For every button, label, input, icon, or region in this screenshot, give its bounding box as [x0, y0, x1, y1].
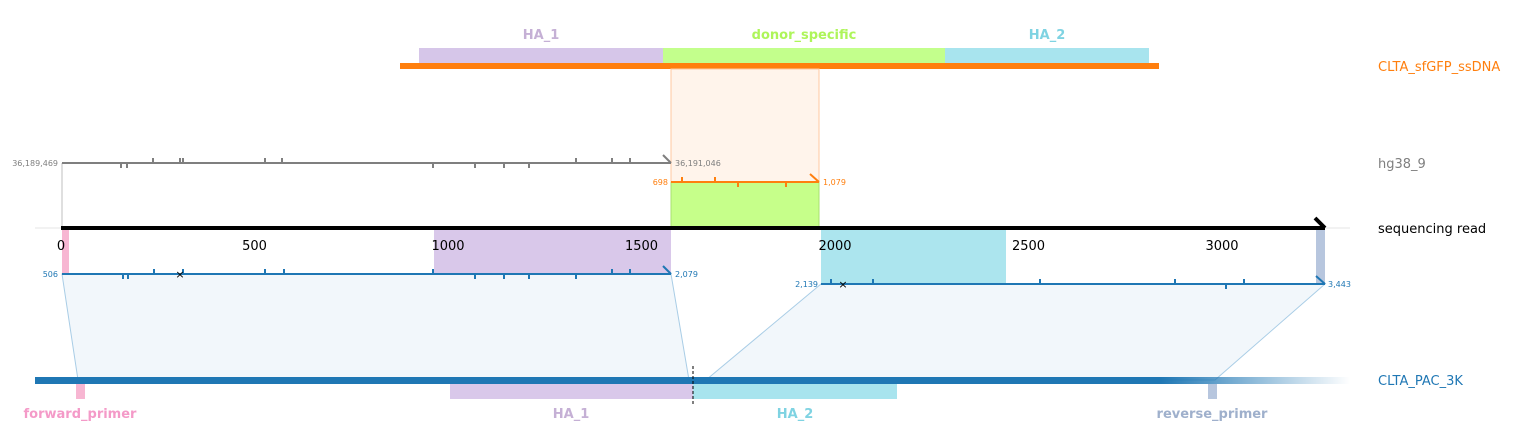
read-track-label: sequencing read: [1378, 222, 1486, 237]
donor-start-label: 698: [653, 178, 668, 187]
donor-feature-label-ha2: HA_2: [1029, 28, 1066, 43]
amplicon-feature-reverse-primer: [1208, 384, 1217, 399]
read-tick-label-3000: 3000: [1205, 239, 1238, 254]
read-tick-label-0: 0: [57, 239, 65, 254]
read-tick-label-2500: 2500: [1012, 239, 1045, 254]
read-region-reverse-primer: [1316, 230, 1325, 284]
donor-track: HA_1 donor_specific HA_2 CLTA_sfGFP_ssDN…: [400, 28, 1500, 75]
genome-alignment: 36,189,469 36,191,046 hg38_9: [12, 154, 1426, 228]
amplicon-alignment-2-ticks: [830, 279, 1245, 289]
genome-alignment-arrow: [662, 154, 672, 164]
amplicon-track: forward_primer HA_1 HA_2 reverse_primer …: [24, 366, 1463, 422]
amplicon-feature-ha2: [693, 384, 897, 399]
amplicon-feature-label-forward-primer: forward_primer: [24, 407, 138, 422]
amplicon-feature-label-ha1: HA_1: [553, 407, 590, 422]
donor-backbone: [400, 63, 1159, 69]
amplicon-feature-forward-primer: [76, 384, 85, 399]
amplicon-alignment-2-mismatch-x: ×: [838, 278, 847, 291]
amplicon-track-label: CLTA_PAC_3K: [1378, 374, 1463, 389]
amplicon-alignment-1-arrow: [662, 265, 672, 275]
amplicon-alignment-1-start-label: 506: [43, 270, 58, 279]
read-axis-ticks: 0 500 1000 1500 2000 2500 3000: [57, 239, 1239, 254]
amplicon-alignment-1-ticks: [122, 269, 631, 279]
amplicon-backbone: [35, 377, 1160, 384]
donor-insert-region: [671, 182, 819, 228]
amplicon-alignment-1-mismatch-x: ×: [175, 268, 184, 281]
amplicon-backbone-fade: [1160, 377, 1350, 384]
read-region-ha2: [821, 230, 1006, 284]
read-tick-label-500: 500: [242, 239, 267, 254]
donor-feature-label-ha1: HA_1: [523, 28, 560, 43]
read-region-forward-primer: [62, 230, 69, 274]
donor-track-label: CLTA_sfGFP_ssDNA: [1378, 60, 1500, 75]
donor-feature-donor-specific: [663, 48, 945, 64]
genome-start-label: 36,189,469: [12, 159, 58, 168]
amplicon-alignment-1: × 506 2,079: [43, 265, 698, 281]
read-arrow: [1313, 216, 1327, 230]
donor-feature-ha1: [419, 48, 663, 64]
amplicon-alignment-2-arrow: [1315, 275, 1326, 285]
donor-alignment: 698 1,079: [653, 173, 846, 228]
genome-mismatch-ticks: [120, 158, 631, 168]
donor-mismatch-ticks: [681, 177, 787, 187]
amplicon-feature-label-reverse-primer: reverse_primer: [1157, 407, 1269, 422]
amplicon-feature-ha1: [450, 384, 693, 399]
donor-feature-label-donor-specific: donor_specific: [752, 28, 857, 43]
amplicon-alignment-1-end-label: 2,079: [675, 270, 698, 279]
amplicon-alignment-2: × 2,139 3,443: [795, 275, 1351, 291]
donor-alignment-arrow: [809, 173, 820, 183]
amplicon-feature-label-ha2: HA_2: [777, 407, 814, 422]
amplicon-alignment-2-end-label: 3,443: [1328, 280, 1351, 289]
genome-track-label: hg38_9: [1378, 157, 1426, 172]
read-tick-label-2000: 2000: [818, 239, 851, 254]
genome-end-label: 36,191,046: [675, 159, 721, 168]
amplicon-projection-band-1: [61, 273, 690, 381]
donor-feature-ha2: [945, 48, 1149, 64]
read-tick-label-1500: 1500: [625, 239, 658, 254]
amplicon-projection-band-2: [704, 283, 1327, 381]
read-region-ha1: [434, 230, 671, 274]
donor-end-label: 1,079: [823, 178, 846, 187]
amplicon-alignment-2-start-label: 2,139: [795, 280, 818, 289]
read-track: 0 500 1000 1500 2000 2500 3000 sequencin…: [35, 216, 1486, 284]
read-tick-label-1000: 1000: [431, 239, 464, 254]
